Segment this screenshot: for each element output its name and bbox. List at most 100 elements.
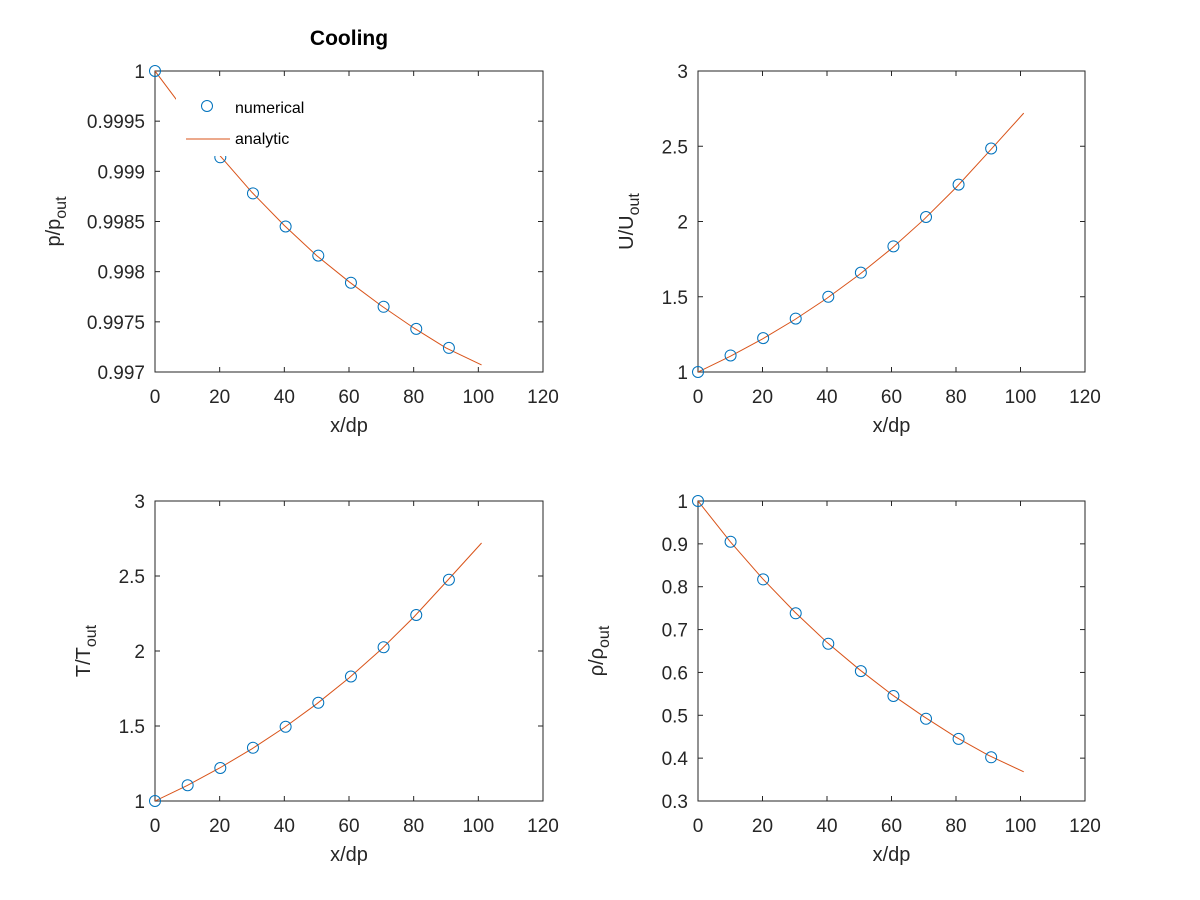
x-tick-label: 100 xyxy=(1005,816,1037,837)
y-tick-label: 0.3 xyxy=(662,792,688,813)
numerical-point xyxy=(377,641,390,654)
x-tick-label: 80 xyxy=(945,387,966,408)
x-tick-label: 0 xyxy=(150,387,161,408)
x-axis-label: x/dp xyxy=(873,415,911,437)
numerical-point xyxy=(789,607,802,620)
subplot-4: 0 20 40 60 80 100 120 0.3 0.4 0.5 0.6 0.7 0.8 0.9 1 x/d… xyxy=(586,492,1101,866)
numerical-point xyxy=(822,290,835,303)
x-tick-label: 100 xyxy=(1005,387,1037,408)
x-tick-label: 120 xyxy=(1069,387,1101,408)
y-tick-label: 2 xyxy=(134,642,145,663)
analytic-line xyxy=(698,501,1024,773)
y-tick-label: 0.7 xyxy=(662,621,688,642)
legend-marker-numerical xyxy=(201,100,213,112)
y-tick-label: 1 xyxy=(677,363,688,384)
numerical-point xyxy=(952,732,965,745)
y-tick-label: 1 xyxy=(134,62,145,83)
numerical-point xyxy=(410,609,423,621)
y-tick-label: 1.5 xyxy=(119,717,145,738)
numerical-point xyxy=(279,220,292,233)
x-tick-label: 60 xyxy=(338,816,359,837)
y-tick-label: 0.5 xyxy=(662,706,688,727)
x-tick-label: 80 xyxy=(945,816,966,837)
y-axis-label: p/pout xyxy=(43,196,70,247)
x-tick-label: 60 xyxy=(338,387,359,408)
x-tick-label: 20 xyxy=(209,387,230,408)
numerical-point xyxy=(854,665,867,678)
numerical-point xyxy=(410,322,423,335)
x-tick-label: 120 xyxy=(527,816,559,837)
y-tick-label: 0.997 xyxy=(97,363,145,384)
y-tick-label: 0.9985 xyxy=(87,213,145,234)
numerical-point xyxy=(149,65,161,77)
numerical-point xyxy=(887,690,900,702)
y-tick-label: 2 xyxy=(677,213,688,234)
y-tick-label: 1 xyxy=(677,492,688,513)
x-tick-label: 60 xyxy=(881,816,902,837)
x-axis-label: x/dp xyxy=(330,844,368,866)
x-tick-label: 120 xyxy=(527,387,559,408)
x-tick-label: 20 xyxy=(752,387,773,408)
y-tick-label: 1 xyxy=(134,792,145,813)
numerical-point xyxy=(692,495,704,507)
y-tick-label: 0.998 xyxy=(97,263,145,284)
legend: numerical analytic xyxy=(176,89,326,156)
numerical-point xyxy=(887,240,900,253)
numerical-point xyxy=(344,276,357,289)
y-tick-label: 3 xyxy=(677,62,688,83)
y-tick-label: 0.4 xyxy=(662,749,689,770)
analytic-line xyxy=(155,542,482,801)
y-tick-label: 0.999 xyxy=(97,162,145,183)
y-axis-label: U/Uout xyxy=(616,193,643,250)
numerical-point xyxy=(854,266,867,279)
numerical-point xyxy=(312,249,325,262)
x-axis-label: x/dp xyxy=(330,415,368,437)
y-tick-label: 2.5 xyxy=(662,137,688,158)
y-tick-label: 0.6 xyxy=(662,663,688,684)
numerical-point xyxy=(724,535,737,548)
numerical-point xyxy=(246,741,259,754)
numerical-point xyxy=(692,366,704,378)
x-tick-label: 0 xyxy=(693,387,704,408)
x-tick-label: 20 xyxy=(209,816,230,837)
x-tick-label: 40 xyxy=(274,387,295,408)
y-tick-label: 1.5 xyxy=(662,288,688,309)
x-tick-label: 100 xyxy=(462,816,494,837)
numerical-point xyxy=(985,142,998,155)
numerical-point xyxy=(442,573,455,586)
numerical-point xyxy=(214,762,227,774)
numerical-point xyxy=(149,795,161,807)
y-axis-label: ρ/ρout xyxy=(586,625,613,676)
axes-box xyxy=(154,500,544,802)
x-tick-label: 20 xyxy=(752,816,773,837)
numerical-point xyxy=(246,187,259,200)
x-tick-label: 60 xyxy=(881,387,902,408)
x-tick-label: 100 xyxy=(462,387,494,408)
analytic-line xyxy=(698,112,1025,372)
numerical-point xyxy=(344,670,357,683)
x-axis-label: x/dp xyxy=(873,844,911,866)
legend-label-analytic: analytic xyxy=(235,131,289,148)
figure-title: Cooling xyxy=(310,27,388,50)
numerical-point xyxy=(312,696,325,709)
numerical-point xyxy=(442,341,455,354)
x-tick-label: 0 xyxy=(150,816,161,837)
x-tick-label: 80 xyxy=(403,387,424,408)
y-axis-label: T/Tout xyxy=(73,624,100,677)
numerical-point xyxy=(952,178,965,191)
numerical-point xyxy=(822,637,835,650)
numerical-point xyxy=(789,312,802,325)
x-tick-label: 40 xyxy=(816,816,837,837)
y-tick-label: 0.9975 xyxy=(87,313,145,334)
numerical-point xyxy=(181,779,194,792)
x-tick-label: 0 xyxy=(693,816,704,837)
x-tick-label: 40 xyxy=(816,387,837,408)
axes-box xyxy=(697,70,1086,373)
numerical-point xyxy=(279,720,292,733)
numerical-point xyxy=(985,751,998,764)
y-tick-label: 0.9 xyxy=(662,535,688,556)
legend-box xyxy=(176,89,326,156)
y-tick-label: 3 xyxy=(134,492,145,513)
numerical-point xyxy=(757,332,770,345)
